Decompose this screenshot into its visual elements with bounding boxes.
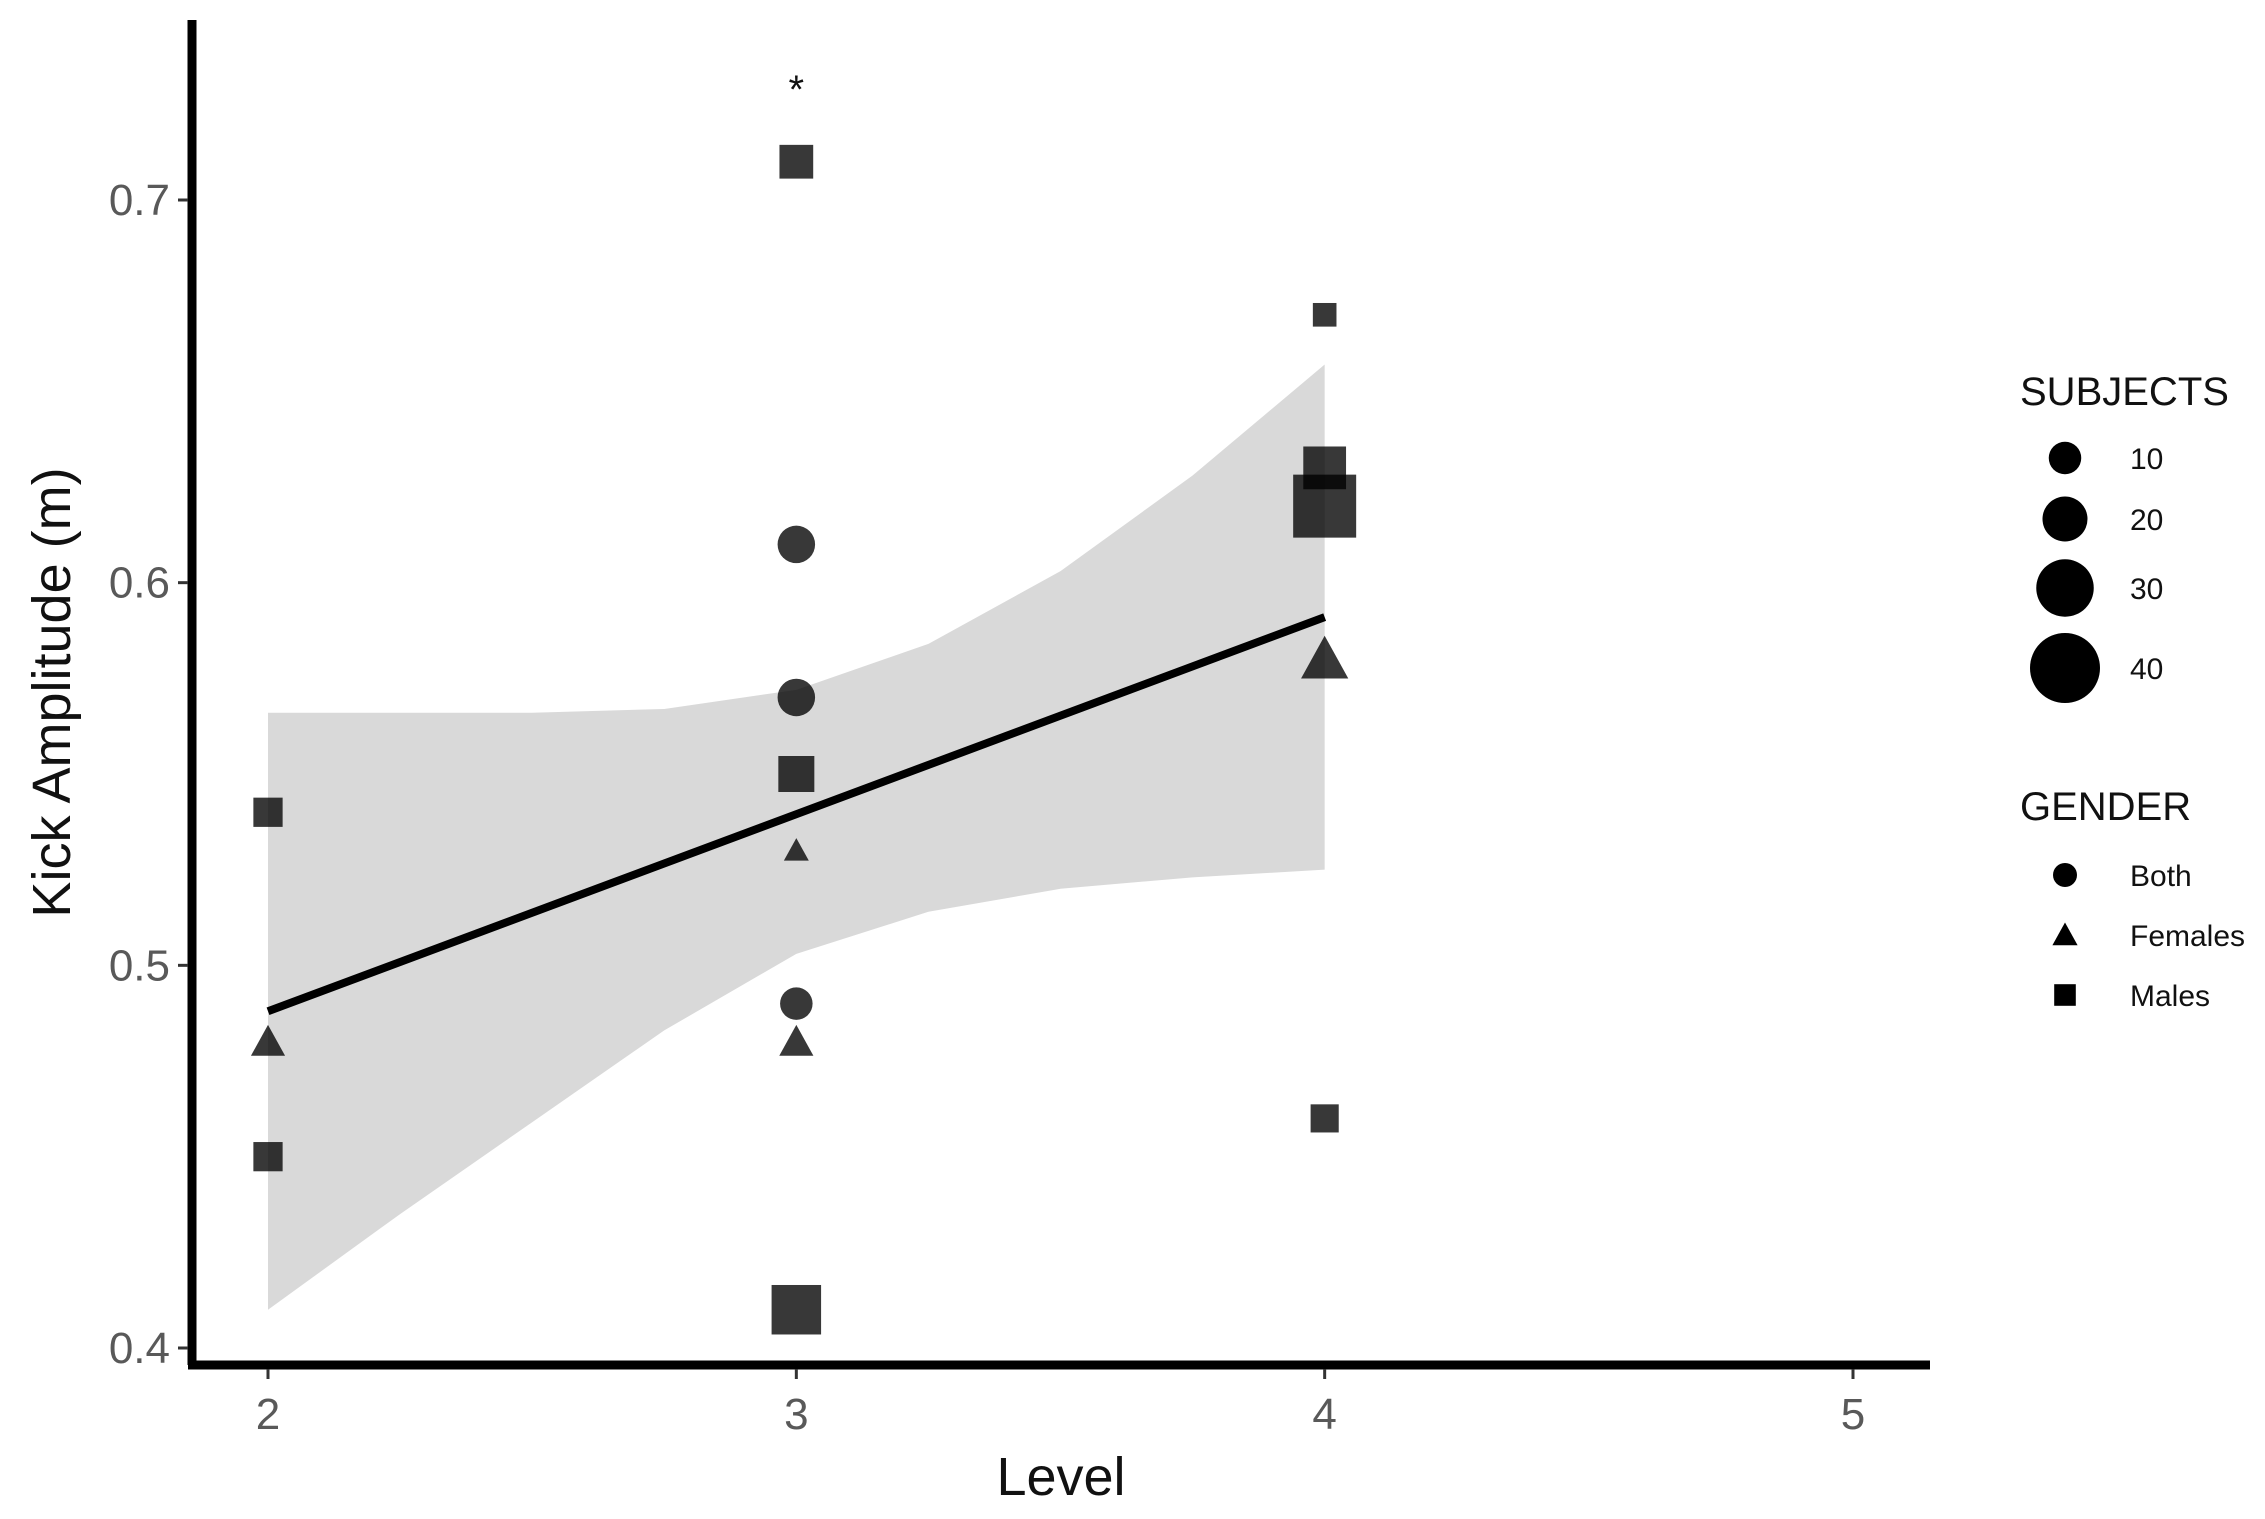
y-axis-title: Kick Amplitude (m) (22, 467, 82, 917)
confidence-band (268, 364, 1325, 1310)
data-point-both (777, 678, 816, 717)
x-tick-label: 5 (1841, 1390, 1865, 1439)
data-point-males (253, 1142, 283, 1172)
data-point-both (780, 987, 813, 1020)
data-point-males (1293, 474, 1357, 538)
data-point-males (771, 1284, 822, 1335)
ticks-layer: 2 3 4 5 0.4 0.5 0.6 0.7 (109, 176, 1865, 1439)
x-tick-label: 4 (1312, 1390, 1336, 1439)
x-axis-title: Level (996, 1447, 1125, 1507)
legend-gender-title: GENDER (2020, 785, 2191, 829)
legend-gender-symbol-females (2052, 922, 2078, 946)
legend-gender-symbol-both (2053, 863, 2077, 887)
data-point-males (779, 144, 814, 179)
y-tick-label: 0.7 (109, 176, 170, 225)
legend: SUBJECTS GENDER 10 20 30 40 Both Females Males (2020, 370, 2245, 1013)
legend-gender-symbol-males (2054, 984, 2076, 1006)
legend-size-label: 30 (2130, 573, 2163, 606)
data-point-males (253, 797, 283, 827)
data-points-layer (250, 144, 1357, 1335)
data-point-females (783, 838, 809, 861)
trend-line-layer (266, 613, 1327, 1016)
legend-gender-label: Males (2130, 980, 2210, 1013)
axes-layer (187, 20, 1930, 1370)
x-tick-label: 2 (256, 1390, 280, 1439)
legend-size-symbol (2036, 559, 2094, 617)
y-tick-label: 0.5 (109, 941, 170, 990)
legend-size-label: 10 (2130, 443, 2163, 476)
data-point-males (1310, 1104, 1339, 1133)
y-tick-label: 0.6 (109, 559, 170, 608)
confidence-band-layer (268, 364, 1325, 1310)
legend-size-symbol (2048, 441, 2082, 475)
data-point-females (1301, 635, 1349, 679)
data-point-males (778, 756, 815, 792)
data-point-females (779, 1024, 814, 1056)
legend-size-label: 20 (2130, 504, 2163, 537)
data-point-both (777, 525, 816, 564)
legend-size-symbol (2042, 496, 2088, 542)
legend-gender-label: Females (2130, 920, 2245, 953)
legend-gender-label: Both (2130, 860, 2192, 893)
significance-annotation: * (789, 68, 805, 112)
x-tick-label: 3 (784, 1390, 808, 1439)
legend-size-label: 40 (2130, 653, 2163, 686)
legend-subjects-title: SUBJECTS (2020, 370, 2229, 414)
legend-size-symbol (2030, 633, 2100, 703)
data-point-females (250, 1024, 286, 1056)
trend-line (266, 613, 1327, 1016)
data-point-males (1312, 302, 1337, 327)
y-tick-label: 0.4 (109, 1324, 170, 1373)
